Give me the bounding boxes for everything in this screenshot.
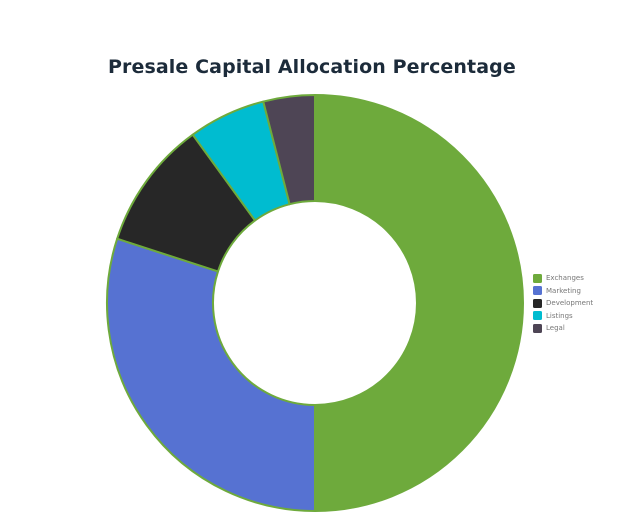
legend-swatch — [533, 311, 542, 321]
legend-swatch — [533, 298, 542, 308]
legend-label: Marketing — [546, 286, 581, 295]
legend-swatch — [533, 273, 542, 283]
legend-label: Development — [546, 299, 594, 308]
legend-item-listings[interactable]: Listings — [533, 311, 593, 322]
legend-label: Legal — [546, 324, 565, 333]
slice-marketing[interactable] — [106, 237, 316, 512]
legend-label: Exchanges — [546, 274, 584, 283]
legend-label: Listings — [546, 311, 573, 320]
legend-item-marketing[interactable]: Marketing — [533, 286, 593, 297]
legend-item-legal[interactable]: Legal — [533, 323, 593, 334]
legend-swatch — [533, 323, 542, 333]
chart-title: Presale Capital Allocation Percentage — [108, 56, 516, 78]
slice-exchanges[interactable] — [314, 94, 524, 512]
legend-item-development[interactable]: Development — [533, 298, 593, 309]
legend-item-exchanges[interactable]: Exchanges — [533, 273, 593, 284]
legend-swatch — [533, 286, 542, 296]
chart-legend: Exchanges Marketing Development Listings Leg… — [533, 273, 593, 334]
slice-legal[interactable] — [262, 94, 316, 206]
